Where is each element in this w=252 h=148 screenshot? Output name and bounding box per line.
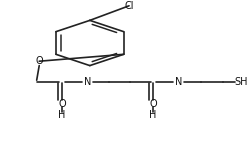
- Text: Cl: Cl: [124, 1, 133, 11]
- Text: O: O: [35, 56, 43, 66]
- Text: H: H: [58, 110, 66, 120]
- Text: O: O: [149, 99, 156, 108]
- Text: N: N: [83, 77, 91, 87]
- Text: N: N: [174, 77, 181, 87]
- Text: SH: SH: [234, 77, 247, 87]
- Text: H: H: [149, 110, 156, 120]
- Text: O: O: [58, 99, 66, 108]
